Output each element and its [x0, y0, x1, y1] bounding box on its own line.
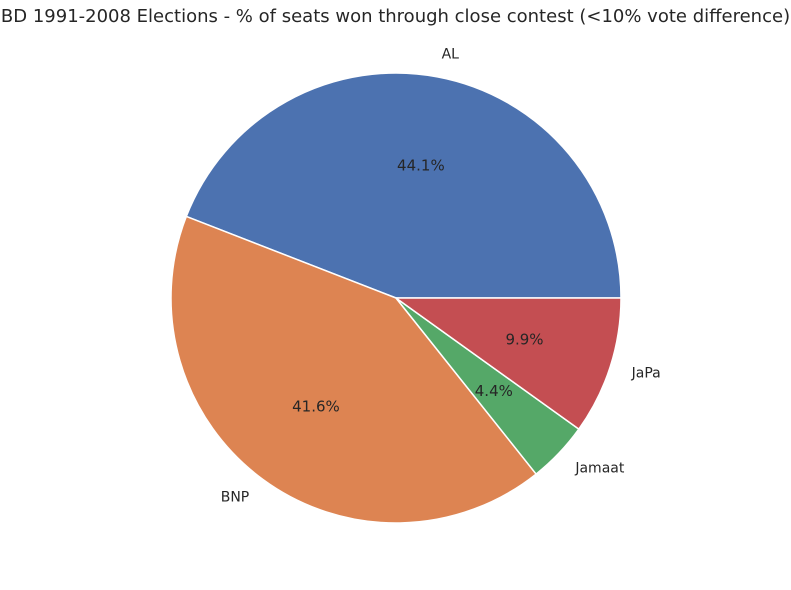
pie-slice-japa	[395, 297, 622, 430]
percent-label-jamaat: 4.4%	[475, 382, 513, 400]
chart-title: BD 1991-2008 Elections - % of seats won …	[0, 6, 791, 27]
percent-labels: 44.1% 41.6% 4.4% 9.9%	[292, 156, 543, 415]
pie-slice-al	[185, 72, 622, 299]
category-label-bnp: BNP	[221, 489, 250, 505]
pie-slices	[170, 72, 622, 524]
category-labels: AL BNP Jamaat JaPa	[221, 47, 661, 506]
category-label-al: AL	[442, 47, 460, 63]
pie-slice-bnp	[170, 215, 537, 524]
percent-label-bnp: 41.6%	[292, 398, 340, 416]
percent-label-al: 44.1%	[397, 156, 445, 174]
percent-label-japa: 9.9%	[505, 330, 543, 348]
category-label-jamaat: Jamaat	[574, 461, 625, 477]
category-label-japa: JaPa	[631, 366, 661, 382]
